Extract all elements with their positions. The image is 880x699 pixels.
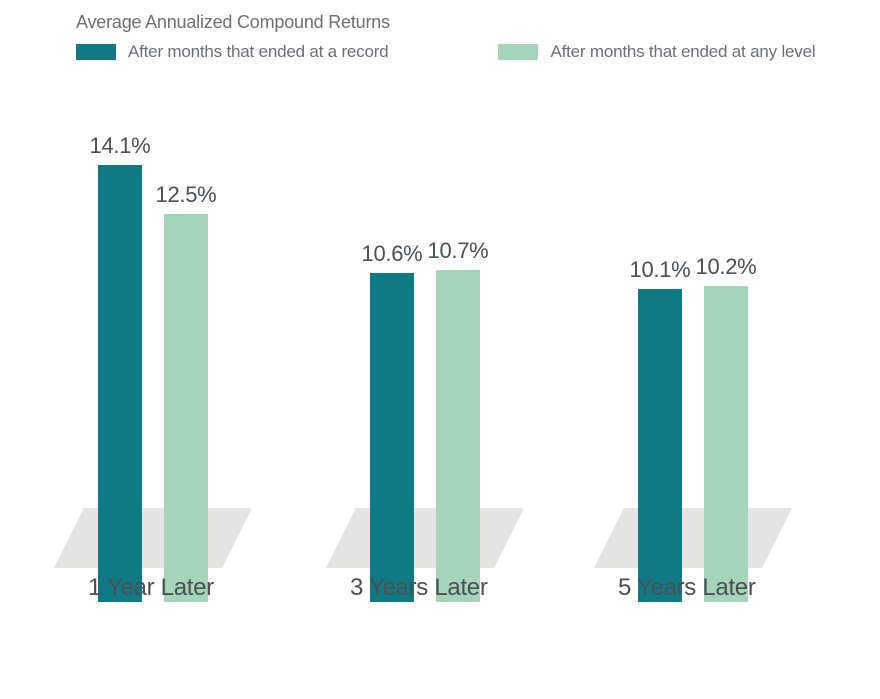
floor-shadow — [326, 508, 524, 568]
returns-bar-chart: Average Annualized Compound Returns Afte… — [0, 0, 880, 699]
bar — [164, 214, 208, 602]
bar-value-label: 10.7% — [420, 238, 496, 264]
legend-swatch-any — [498, 44, 538, 60]
x-axis-label: 5 Years Later — [618, 574, 756, 602]
bar — [370, 273, 414, 602]
bar — [436, 270, 480, 602]
bar — [704, 286, 748, 602]
floor-shadow — [54, 508, 252, 568]
bar-value-label: 10.2% — [688, 254, 764, 280]
floor-shadow — [594, 508, 792, 568]
bar-value-label: 10.6% — [354, 241, 430, 267]
bar — [98, 165, 142, 602]
x-axis-label: 1 Year Later — [88, 574, 214, 602]
x-axis-label: 3 Years Later — [350, 574, 488, 602]
legend: After months that ended at a record Afte… — [76, 42, 815, 62]
chart-header: Average Annualized Compound Returns — [76, 12, 390, 33]
legend-item-any: After months that ended at any level — [498, 42, 815, 62]
legend-item-record: After months that ended at a record — [76, 42, 388, 62]
legend-label-any: After months that ended at any level — [550, 42, 815, 62]
legend-swatch-record — [76, 44, 116, 60]
bar-value-label: 14.1% — [82, 133, 158, 159]
bar-value-label: 12.5% — [148, 182, 224, 208]
bar — [638, 289, 682, 602]
plot-area: 14.1% 12.5% 1 Year Later 10.6%10.7% 3 Years … — [20, 130, 860, 640]
chart-title: Average Annualized Compound Returns — [76, 12, 390, 33]
bar-value-label: 10.1% — [622, 257, 698, 283]
legend-label-record: After months that ended at a record — [128, 42, 388, 62]
